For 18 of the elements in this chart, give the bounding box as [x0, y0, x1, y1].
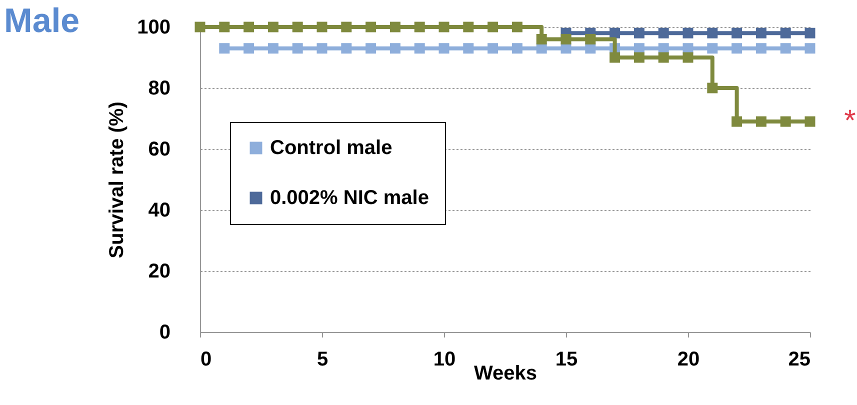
y-axis-title: Survival rate (%): [106, 102, 128, 258]
x-tick-label: 25: [788, 348, 810, 370]
chart-title: Male: [4, 2, 80, 41]
y-tick-label: 20: [148, 260, 170, 282]
legend-label: 0.002% NIC male: [270, 187, 429, 209]
x-tick-label: 20: [677, 348, 700, 370]
y-tick-label: 100: [137, 16, 170, 38]
x-tick-label: 15: [555, 348, 578, 370]
x-tick-label: 10: [433, 348, 456, 370]
x-axis-title: Weeks: [474, 362, 538, 384]
legend-label: Control male: [270, 137, 392, 159]
annotation: *: [844, 104, 856, 138]
y-tick-label: 40: [148, 200, 170, 222]
y-tick-label: 80: [148, 78, 170, 100]
y-tick-label: 0: [159, 322, 170, 344]
x-tick-label: 5: [316, 348, 328, 370]
y-tick-label: 60: [148, 138, 170, 160]
x-tick-label: 0: [200, 348, 212, 370]
